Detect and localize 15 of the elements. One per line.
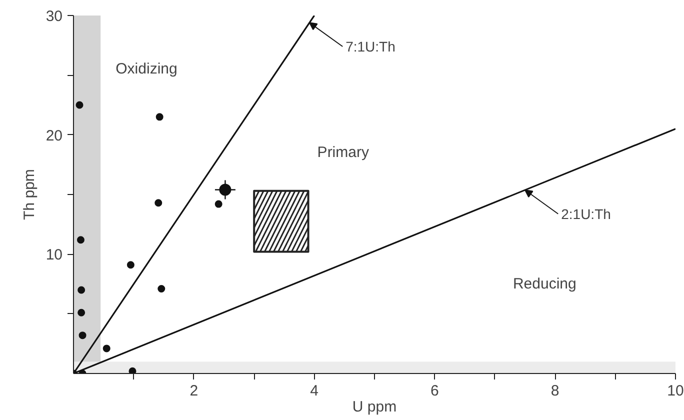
x-tick-label: 2 <box>190 382 198 400</box>
x-axis-title: U ppm <box>352 398 397 416</box>
y-tick-label: 20 <box>46 127 63 144</box>
annotation: Primary <box>317 144 370 162</box>
text: 2:1U:Th <box>561 206 611 222</box>
y-axis-title: Th ppm <box>20 169 38 220</box>
x-tick-label: 8 <box>550 382 560 400</box>
annotation: Oxidizing <box>116 60 178 78</box>
text: 7:1U:Th <box>346 38 396 55</box>
x-tick-label: 6 <box>430 382 439 400</box>
x-tick-label: 10 <box>667 382 684 400</box>
annotation: Reducing <box>512 276 576 292</box>
x-tick-label: 4 <box>310 382 318 400</box>
y-tick-label: 30 <box>46 8 63 25</box>
y-tick-label: 10 <box>46 246 63 264</box>
